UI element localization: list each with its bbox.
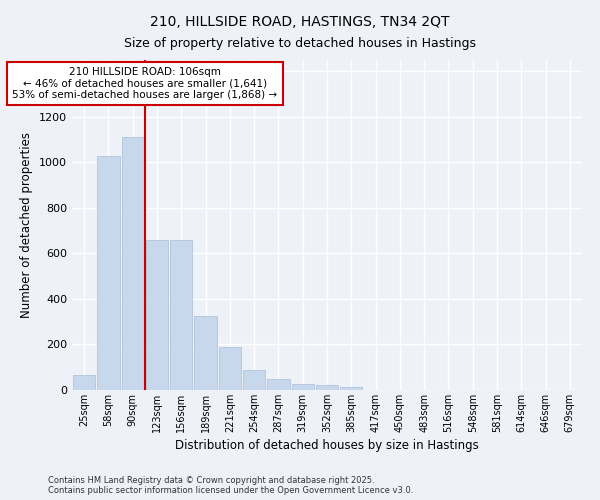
Bar: [194, 316, 217, 390]
Text: 210, HILLSIDE ROAD, HASTINGS, TN34 2QT: 210, HILLSIDE ROAD, HASTINGS, TN34 2QT: [150, 15, 450, 29]
Text: Size of property relative to detached houses in Hastings: Size of property relative to detached ho…: [124, 38, 476, 51]
Bar: [243, 370, 265, 390]
Bar: [97, 156, 119, 390]
Text: Contains HM Land Registry data © Crown copyright and database right 2025.
Contai: Contains HM Land Registry data © Crown c…: [48, 476, 413, 495]
Bar: [73, 375, 95, 390]
Bar: [122, 138, 144, 390]
Bar: [170, 240, 193, 390]
X-axis label: Distribution of detached houses by size in Hastings: Distribution of detached houses by size …: [175, 439, 479, 452]
Bar: [340, 386, 362, 390]
Bar: [146, 240, 168, 390]
Bar: [292, 384, 314, 390]
Bar: [218, 347, 241, 390]
Y-axis label: Number of detached properties: Number of detached properties: [20, 132, 34, 318]
Text: 210 HILLSIDE ROAD: 106sqm
← 46% of detached houses are smaller (1,641)
53% of se: 210 HILLSIDE ROAD: 106sqm ← 46% of detac…: [12, 67, 277, 100]
Bar: [267, 379, 290, 390]
Bar: [316, 386, 338, 390]
